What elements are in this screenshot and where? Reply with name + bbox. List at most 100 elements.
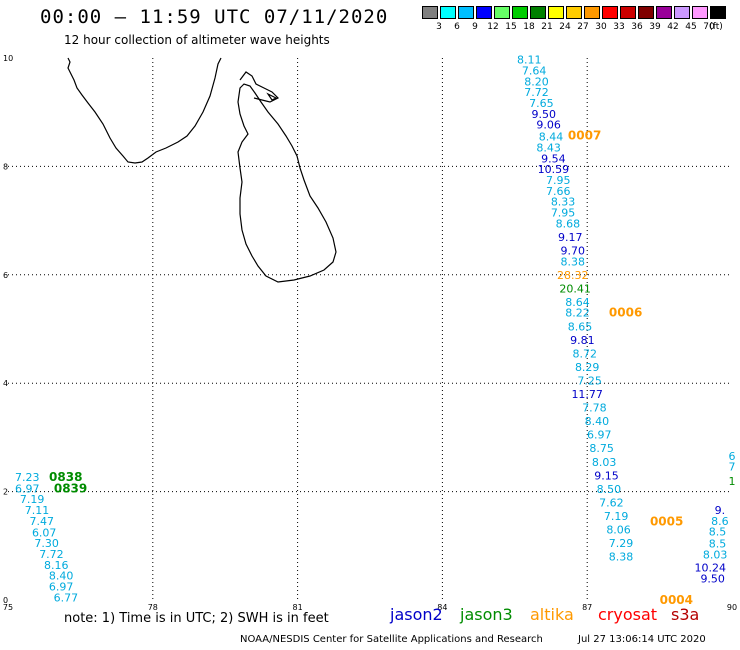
- scale-swatch: [602, 6, 618, 19]
- wave-height-value: 9.54: [541, 152, 566, 165]
- sri-lanka-island: [237, 83, 337, 283]
- wave-height-value: 9.06: [536, 119, 561, 132]
- wave-height-value: 7.78: [582, 402, 607, 415]
- scale-swatch: [656, 6, 672, 19]
- wave-height-value: 6.97: [15, 482, 40, 495]
- pass-time-label: 0007: [568, 129, 601, 143]
- wave-height-value: 8.16: [44, 559, 69, 572]
- scale-swatch: [584, 6, 600, 19]
- pass-time-label: 0839: [54, 481, 87, 495]
- scale-swatch: [620, 6, 636, 19]
- wave-height-value: 8.64: [565, 296, 590, 309]
- y-tick-label: 10: [3, 54, 13, 63]
- scale-swatch: [422, 6, 438, 19]
- wave-height-value: 8.44: [539, 131, 564, 144]
- wave-height-value: 7.25: [577, 374, 602, 387]
- wave-height-value: 9.81: [570, 334, 595, 347]
- wave-height-value: 8.6: [711, 515, 729, 528]
- satellite-legend-jason3: jason3: [460, 605, 513, 624]
- wave-height-observations: 7.236.977.197.117.476.077.307.728.168.40…: [15, 54, 735, 607]
- wave-height-value: 8.38: [560, 255, 585, 268]
- scale-swatch: [548, 6, 564, 19]
- jaffna-peninsula: [239, 71, 280, 103]
- x-tick-label: 87: [582, 603, 592, 612]
- wave-height-value: 8.5: [709, 538, 727, 551]
- wave-height-value: 8.43: [536, 141, 561, 154]
- scale-label: 70: [703, 22, 715, 32]
- wave-height-value: 8.06: [606, 524, 631, 537]
- pass-time-label: 0006: [609, 306, 642, 320]
- scale-label: 27: [577, 22, 589, 32]
- scale-label: 15: [505, 22, 517, 32]
- wave-height-value: 7.19: [604, 510, 629, 523]
- wave-height-value: 7.30: [34, 537, 59, 550]
- wave-height-value: 7.47: [30, 515, 55, 528]
- scale-swatch: [476, 6, 492, 19]
- wave-height-value: 7: [729, 461, 736, 474]
- scale-label: 12: [487, 22, 499, 32]
- scale-unit-label: (ft): [709, 22, 723, 32]
- wave-height-value: 9.50: [532, 108, 557, 121]
- wave-height-value: 7.95: [551, 206, 576, 219]
- pass-time-label: 0838: [49, 470, 82, 484]
- scale-swatch: [638, 6, 654, 19]
- wave-height-value: 9.: [715, 504, 726, 517]
- scale-label: 30: [595, 22, 607, 32]
- y-tick-label: 6: [3, 271, 8, 280]
- wave-height-value: 8.29: [575, 361, 600, 374]
- scale-label: 9: [472, 22, 478, 32]
- wave-height-value: 6.07: [32, 526, 57, 539]
- satellite-legend-cryosat: cryosat: [598, 605, 658, 624]
- scale-label: 36: [631, 22, 643, 32]
- chart-title: 00:00 – 11:59 UTC 07/11/2020: [40, 6, 389, 28]
- wave-height-value: 8.72: [573, 347, 598, 360]
- wave-height-value: 6.77: [54, 591, 79, 604]
- scale-label: 33: [613, 22, 625, 32]
- scale-label: 42: [667, 22, 679, 32]
- y-tick-label: 2: [3, 488, 8, 497]
- axis-tick-labels: 75 78 81 84 87 90 0 2 4 6 8 10: [3, 54, 737, 612]
- wave-height-value: 6: [729, 450, 736, 463]
- wave-height-value: 10.24: [695, 561, 727, 574]
- wave-height-value: 11.77: [571, 388, 603, 401]
- x-tick-label: 84: [437, 603, 447, 612]
- y-tick-label: 4: [3, 379, 8, 388]
- wave-height-value: 8.11: [517, 54, 542, 67]
- scale-swatch: [710, 6, 726, 19]
- wave-height-value: 8.5: [709, 526, 727, 539]
- scale-swatch: [512, 6, 528, 19]
- wave-height-value: 9.70: [560, 244, 585, 257]
- scale-swatch: [692, 6, 708, 19]
- scale-swatch: [458, 6, 474, 19]
- scale-swatch: [494, 6, 510, 19]
- wave-height-value: 20.41: [559, 282, 591, 295]
- scale-swatch: [440, 6, 456, 19]
- wave-height-value: 7.95: [546, 174, 571, 187]
- scale-swatch: [566, 6, 582, 19]
- footer-timestamp: Jul 27 13:06:14 UTC 2020: [578, 634, 706, 645]
- x-tick-label: 90: [727, 603, 737, 612]
- footer-note: note: 1) Time is in UTC; 2) SWH is in fe…: [64, 611, 329, 626]
- wave-height-value: 8.20: [524, 75, 549, 88]
- wave-height-value: 1: [729, 475, 736, 488]
- wave-height-value: 7.72: [524, 86, 549, 99]
- wave-height-value: 7.62: [599, 496, 624, 509]
- wave-height-value: 7.29: [609, 537, 634, 550]
- wave-height-value: 7.66: [546, 185, 571, 198]
- wave-height-value: 9.17: [558, 231, 583, 244]
- wave-height-value: 7.23: [15, 471, 40, 484]
- wave-height-value: 8.03: [592, 456, 617, 469]
- wave-height-value: 8.40: [49, 570, 74, 583]
- x-tick-label: 75: [3, 603, 13, 612]
- wave-height-value: 7.64: [522, 64, 547, 77]
- wave-height-value: 8.33: [551, 196, 576, 209]
- scale-label: 24: [559, 22, 571, 32]
- wave-height-value: 7.72: [39, 548, 64, 561]
- y-tick-label: 8: [3, 162, 8, 171]
- scale-label: 3: [436, 22, 442, 32]
- sri-lanka-coastline: [67, 57, 337, 283]
- scale-label: 21: [541, 22, 553, 32]
- wave-height-value: 7.65: [529, 97, 554, 110]
- y-tick-label: 0: [3, 596, 8, 605]
